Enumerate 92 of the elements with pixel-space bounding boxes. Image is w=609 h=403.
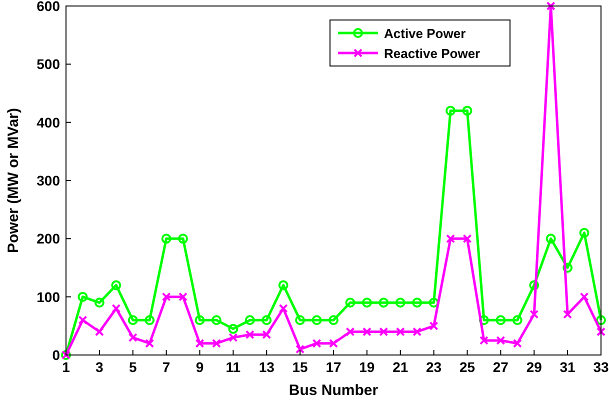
- point: [378, 298, 389, 308]
- point: [462, 106, 472, 116]
- point: [562, 262, 573, 273]
- x-tick-label: 29: [526, 359, 542, 375]
- x-tick-label: 17: [326, 359, 342, 375]
- point: [529, 280, 540, 290]
- point: [278, 304, 288, 313]
- point: [329, 338, 338, 348]
- point: [396, 327, 405, 336]
- point: [312, 315, 322, 326]
- point: [162, 292, 171, 302]
- point: [144, 315, 155, 326]
- point: [446, 234, 456, 244]
- x-tick-label: 11: [226, 359, 241, 375]
- point: [512, 338, 522, 348]
- point: [412, 298, 422, 308]
- point: [395, 298, 406, 308]
- point: [262, 315, 272, 326]
- point: [362, 298, 372, 308]
- point: [462, 234, 472, 244]
- point: [94, 298, 104, 308]
- point: [379, 327, 388, 336]
- point: [546, 234, 556, 244]
- point: [345, 298, 356, 308]
- point: [346, 327, 355, 336]
- x-tick-label: 33: [593, 359, 609, 375]
- point: [245, 330, 254, 340]
- point: [446, 106, 456, 116]
- point: [546, 2, 556, 10]
- x-tick-label: 27: [492, 359, 509, 375]
- x-tick-label: 1: [62, 359, 70, 375]
- x-tick-label: 3: [96, 359, 104, 375]
- point: [228, 324, 238, 334]
- y-tick-label: 500: [36, 56, 60, 72]
- point: [328, 315, 338, 326]
- y-tick-label: 200: [36, 230, 60, 247]
- point: [412, 327, 422, 336]
- point: [212, 338, 221, 348]
- point: [530, 310, 539, 319]
- point: [128, 333, 138, 342]
- point: [579, 228, 590, 238]
- x-tick-label: 23: [426, 359, 442, 375]
- point: [178, 292, 188, 302]
- x-tick-label: 13: [258, 359, 275, 375]
- x-tick-label: 9: [196, 359, 204, 375]
- y-axis-title: Power (MW or MVar): [5, 108, 22, 254]
- x-tick-label: 25: [459, 359, 476, 375]
- legend-label: Reactive Power: [384, 46, 480, 61]
- point: [211, 315, 222, 326]
- y-tick-label: 0: [52, 347, 60, 363]
- point: [244, 315, 255, 326]
- point: [195, 338, 204, 348]
- x-tick-label: 31: [560, 359, 576, 375]
- point: [496, 336, 506, 345]
- point: [278, 280, 288, 290]
- point: [496, 315, 506, 326]
- point: [596, 327, 606, 336]
- y-tick-label: 400: [36, 114, 60, 130]
- point: [78, 292, 88, 302]
- point: [479, 336, 488, 345]
- x-tick-label: 7: [162, 359, 170, 375]
- point: [161, 234, 172, 244]
- point: [580, 292, 589, 302]
- point: [312, 338, 322, 348]
- point: [262, 330, 272, 340]
- point: [112, 304, 121, 313]
- point: [596, 315, 606, 326]
- point: [563, 310, 572, 319]
- x-tick-label: 21: [392, 359, 408, 375]
- point: [512, 315, 522, 326]
- point: [194, 315, 205, 326]
- point: [94, 327, 104, 336]
- point: [111, 280, 122, 290]
- point: [128, 315, 138, 326]
- x-tick-label: 5: [128, 359, 137, 375]
- point: [296, 344, 305, 354]
- point: [295, 315, 306, 326]
- point: [429, 321, 438, 330]
- point: [428, 298, 439, 308]
- point: [362, 327, 372, 336]
- x-axis-title: Bus Number: [288, 382, 378, 399]
- x-tick-label: 15: [292, 359, 308, 375]
- y-tick-label: 100: [36, 288, 60, 305]
- point: [145, 338, 154, 348]
- y-tick-label: 600: [36, 0, 60, 14]
- x-tick-label: 19: [359, 359, 375, 375]
- point: [178, 234, 188, 244]
- legend-label: Active Power: [384, 26, 466, 41]
- point: [78, 316, 88, 325]
- y-tick-label: 300: [36, 172, 60, 188]
- point: [478, 315, 489, 326]
- point: [228, 333, 238, 342]
